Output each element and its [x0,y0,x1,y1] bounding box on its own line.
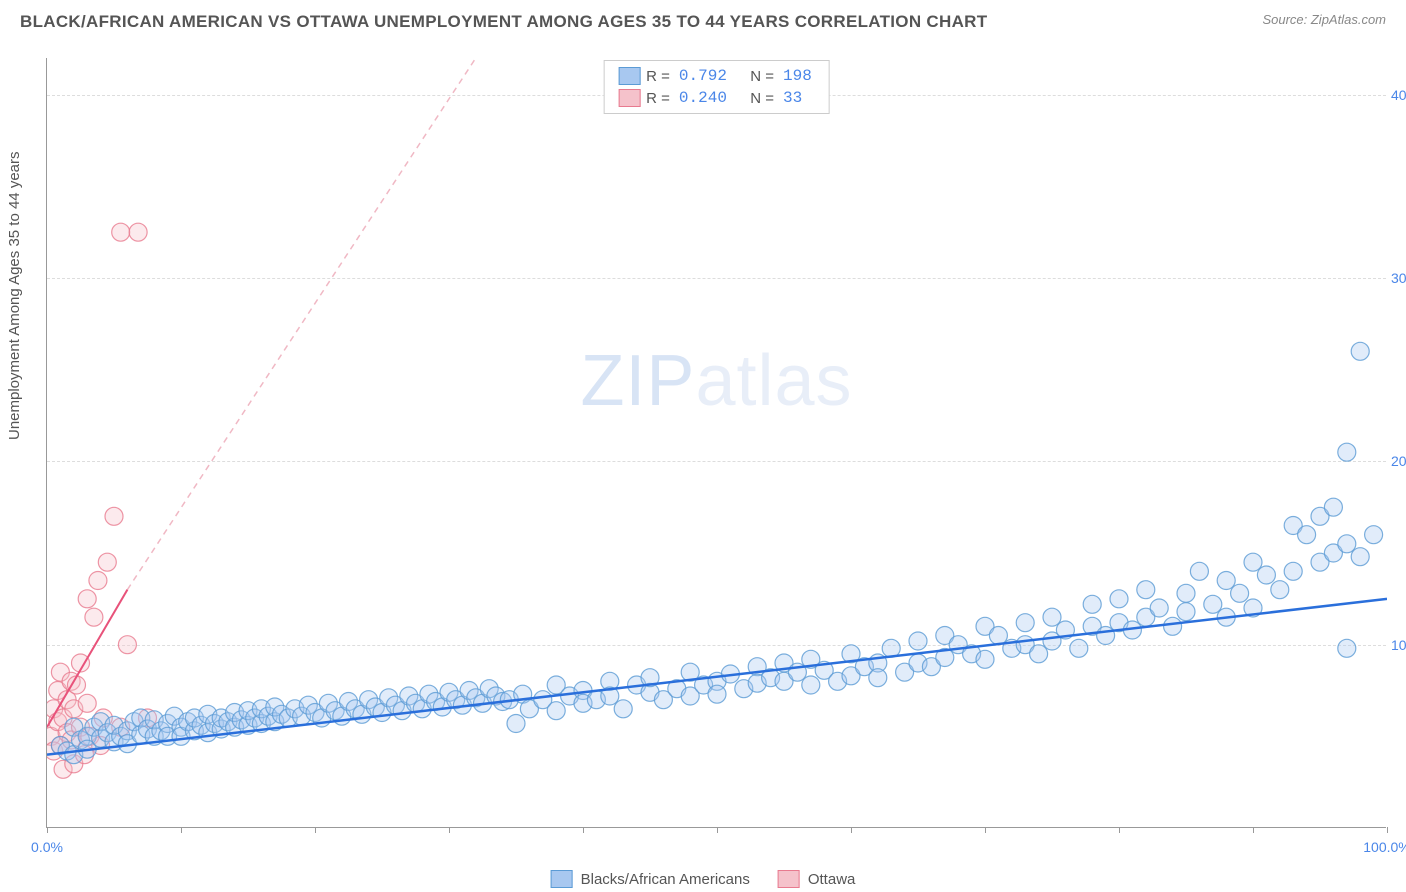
data-point [89,572,107,590]
data-point [1070,639,1088,657]
data-point [1351,548,1369,566]
y-tick-label: 40.0% [1391,87,1406,103]
scatter-svg [47,58,1387,828]
data-point [1338,535,1356,553]
data-point [614,700,632,718]
bottom-legend: Blacks/African Americans Ottawa [551,870,856,888]
swatch-series-b [618,89,640,107]
data-point [1177,603,1195,621]
data-point [1083,595,1101,613]
chart-header: BLACK/AFRICAN AMERICAN VS OTTAWA UNEMPLO… [0,0,1406,40]
data-point [1190,562,1208,580]
data-point [1298,526,1316,544]
x-tick-label: 100.0% [1363,839,1406,855]
data-point [1097,627,1115,645]
data-point [118,636,136,654]
legend-item-b: Ottawa [778,870,856,888]
data-point [1284,562,1302,580]
y-tick-label: 10.0% [1391,637,1406,653]
legend-swatch-a [551,870,573,888]
r-value-a: 0.792 [676,67,730,85]
data-point [85,608,103,626]
data-point [1043,608,1061,626]
data-point [112,223,130,241]
data-point [129,223,147,241]
data-point [1164,617,1182,635]
data-point [1231,584,1249,602]
chart-title: BLACK/AFRICAN AMERICAN VS OTTAWA UNEMPLO… [20,12,987,32]
data-point [909,632,927,650]
data-point [1338,639,1356,657]
data-point [547,702,565,720]
data-point [802,676,820,694]
data-point [1324,498,1342,516]
data-point [1257,566,1275,584]
legend-label-a: Blacks/African Americans [581,871,750,888]
y-tick-label: 20.0% [1391,453,1406,469]
n-value-a: 198 [780,67,815,85]
data-point [1150,599,1168,617]
data-point [78,694,96,712]
legend-item-a: Blacks/African Americans [551,870,750,888]
data-point [1137,581,1155,599]
swatch-series-a [618,67,640,85]
data-point [1177,584,1195,602]
x-tick-label: 0.0% [31,839,63,855]
data-point [976,650,994,668]
data-point [98,553,116,571]
source-attribution: Source: ZipAtlas.com [1262,12,1386,27]
stats-row-series-a: R = 0.792 N = 198 [618,65,815,87]
r-value-b: 0.240 [676,89,730,107]
y-tick-label: 30.0% [1391,270,1406,286]
data-point [869,669,887,687]
correlation-stats-box: R = 0.792 N = 198 R = 0.240 N = 33 [603,60,830,114]
data-point [78,590,96,608]
data-point [989,627,1007,645]
y-axis-label: Unemployment Among Ages 35 to 44 years [6,151,23,440]
x-tick [1387,827,1388,833]
data-point [1204,595,1222,613]
data-point [1244,553,1262,571]
plot-area: ZIPatlas R = 0.792 N = 198 R = 0.240 N =… [46,58,1386,828]
data-point [1016,614,1034,632]
data-point [1351,342,1369,360]
data-point [708,685,726,703]
data-point [105,507,123,525]
data-point [1271,581,1289,599]
legend-swatch-b [778,870,800,888]
n-value-b: 33 [780,89,805,107]
data-point [1365,526,1383,544]
data-point [1217,572,1235,590]
data-point [1338,443,1356,461]
stats-row-series-b: R = 0.240 N = 33 [618,87,815,109]
legend-label-b: Ottawa [808,871,856,888]
data-point [1110,590,1128,608]
data-point [507,715,525,733]
data-point [1030,645,1048,663]
